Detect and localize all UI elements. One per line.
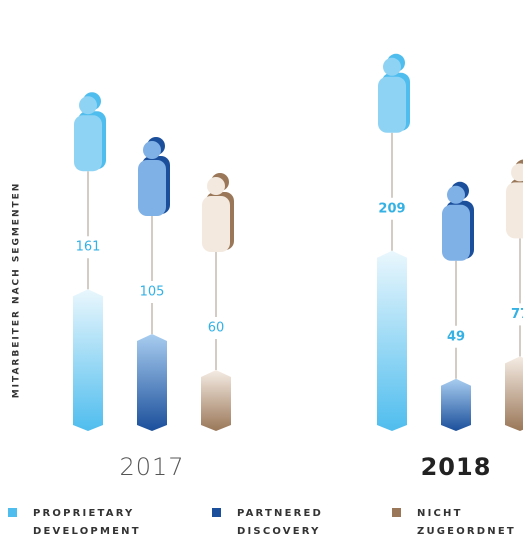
- icon-body: [506, 182, 523, 239]
- legend-swatch: [212, 508, 221, 517]
- category-label: 2018: [421, 453, 492, 481]
- value-label: 60: [208, 321, 225, 336]
- icon-body: [378, 76, 406, 133]
- value-label: 161: [76, 240, 101, 255]
- value-label: 105: [140, 285, 165, 300]
- icon-head: [383, 57, 401, 76]
- y-axis-label: MITARBEITER NACH SEGMENTEN: [12, 182, 22, 399]
- icon-head: [79, 96, 97, 115]
- legend-label: PARTNERED DISCOVERY: [237, 508, 324, 537]
- icon-body: [202, 196, 230, 252]
- category-label: 2017: [119, 453, 184, 481]
- legend-item: PARTNERED DISCOVERY: [212, 505, 357, 541]
- icon-head: [447, 185, 465, 204]
- bar: [505, 356, 523, 431]
- legend-swatch: [8, 508, 17, 517]
- icon-body: [442, 204, 470, 261]
- value-label: 209: [378, 201, 405, 216]
- legend-item: NICHT ZUGEORDNET: [392, 505, 523, 541]
- icon-head: [207, 177, 225, 195]
- icon-body: [74, 115, 102, 172]
- legend-swatch: [392, 508, 401, 517]
- bar: [137, 334, 167, 431]
- legend-item: PROPRIETARY DEVELOPMENT: [8, 505, 153, 541]
- bar: [73, 289, 103, 431]
- value-label: 77: [511, 307, 523, 322]
- bar: [201, 370, 231, 431]
- icon-head: [143, 141, 161, 159]
- icon-body: [138, 160, 166, 216]
- legend-label: NICHT ZUGEORDNET: [417, 508, 516, 537]
- icon-head: [511, 163, 523, 182]
- legend-label: PROPRIETARY DEVELOPMENT: [33, 508, 141, 537]
- bar: [377, 250, 407, 431]
- bar: [441, 378, 471, 431]
- value-label: 49: [447, 329, 465, 344]
